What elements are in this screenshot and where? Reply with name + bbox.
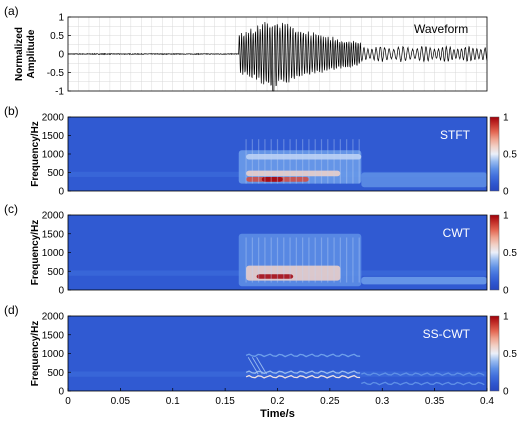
y-tick-label: 1000 <box>42 349 65 360</box>
panel-label: (a) <box>4 4 19 18</box>
panel-annotation: STFT <box>440 128 471 142</box>
y-axis-label: NormalizedAmplitude <box>14 27 37 81</box>
y-tick-label: 0 <box>58 387 64 398</box>
ridge-line <box>245 374 361 379</box>
y-tick-label: 500 <box>47 368 64 379</box>
y-tick-label: 2000 <box>42 113 65 124</box>
background-band <box>68 371 487 377</box>
x-tick-label: 0.2 <box>271 396 285 407</box>
waveform-trace <box>67 21 488 92</box>
y-tick-label: 1 <box>58 13 64 24</box>
colorbar-tick-label: 0 <box>503 387 509 398</box>
x-tick-label: 0.25 <box>320 396 340 407</box>
colorbar-tick-label: 0.5 <box>503 248 517 259</box>
energy-region <box>246 170 341 177</box>
colorbar-tick-label: 0.5 <box>503 150 517 161</box>
panel-c-cwt: (c) 2000 1500 1000 500 0 Frequency/Hz 1 0.5 0 CWT <box>4 202 517 297</box>
x-tick-label: 0.3 <box>375 396 389 407</box>
colorbar-tick-label: 1 <box>503 312 509 323</box>
ridge-line <box>361 372 485 377</box>
y-tick-label: 0 <box>58 187 64 198</box>
x-axis-label: Time/s <box>260 408 295 420</box>
heatmap-background <box>68 316 487 391</box>
y-tick-label: 1000 <box>42 150 65 161</box>
y-tick-label: 500 <box>47 168 64 179</box>
x-tick-label: 0 <box>65 396 71 407</box>
ridge-line <box>361 381 485 386</box>
ridge-chirp <box>256 357 267 375</box>
energy-region <box>361 172 487 188</box>
panel-label: (d) <box>4 303 19 317</box>
colorbar <box>489 214 500 291</box>
y-tick-label: 1500 <box>42 330 65 341</box>
energy-region <box>246 154 362 160</box>
colorbar <box>489 315 500 392</box>
colorbar-tick-label: 0 <box>503 187 509 198</box>
colorbar-tick-label: 1 <box>503 113 509 124</box>
x-tick-label: 0.35 <box>425 396 445 407</box>
y-tick-label: 2000 <box>42 211 65 222</box>
y-tick-label: 0.5 <box>50 31 64 42</box>
y-tick-label: 0 <box>58 286 64 297</box>
panel-annotation: SS-CWT <box>423 327 471 341</box>
energy-region <box>361 276 487 285</box>
y-tick-label: -0.5 <box>47 68 65 79</box>
y-axis-label: Frequency/Hz <box>30 220 41 286</box>
panel-label: (b) <box>4 104 19 118</box>
y-axis-label: Frequency/Hz <box>30 121 41 187</box>
colorbar <box>489 116 500 192</box>
y-tick-label: 1000 <box>42 248 65 259</box>
x-tick-label: 0.1 <box>166 396 180 407</box>
colorbar-tick-label: 0.5 <box>503 349 517 360</box>
y-tick-label: 1500 <box>42 229 65 240</box>
y-tick-label: 2000 <box>42 312 65 323</box>
y-tick-label: 0 <box>58 50 64 61</box>
waveform-annotation: Waveform <box>414 22 468 36</box>
energy-region <box>256 274 294 279</box>
y-axis-label: Frequency/Hz <box>30 321 41 387</box>
x-tick-label: 0.15 <box>215 396 235 407</box>
ridge-chirp <box>251 357 263 375</box>
ridge-line <box>245 370 361 375</box>
panel-label: (c) <box>4 202 18 216</box>
y-tick-label: 500 <box>47 267 64 278</box>
colorbar-tick-label: 1 <box>503 211 509 222</box>
x-tick-label: 0.4 <box>480 396 494 407</box>
panel-d-ss-cwt: (d) 2000 1500 1000 500 0 Frequency/Hz 1 0.5 0 SS-C… <box>4 303 517 420</box>
ridge-line <box>245 353 361 358</box>
ridge-chirp <box>247 357 259 375</box>
colorbar-tick-label: 0 <box>503 286 509 297</box>
panel-b-stft: (b) 2000 1500 1000 500 0 Frequency/Hz 1 0.5 0 STFT <box>4 104 517 198</box>
x-tick-label: 0.05 <box>111 396 131 407</box>
y-tick-label: -1 <box>55 87 64 98</box>
energy-region <box>261 176 283 182</box>
y-tick-label: 1500 <box>42 131 65 142</box>
panel-annotation: CWT <box>443 226 471 240</box>
panel-a-waveform: (a) 1 0.5 0 -0.5 -1 NormalizedAmplitude Wavefor… <box>4 4 488 98</box>
